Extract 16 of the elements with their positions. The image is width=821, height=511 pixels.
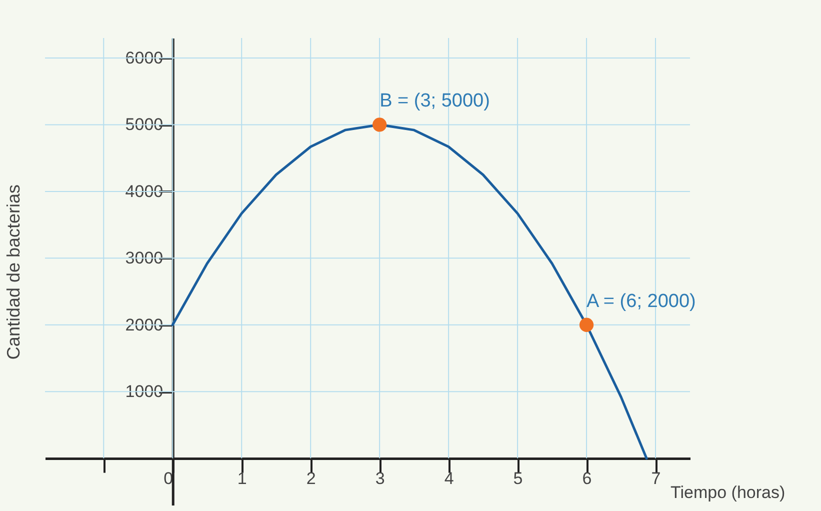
x-tick-label: 3 bbox=[375, 468, 385, 488]
x-tick-label: 1 bbox=[237, 468, 247, 488]
x-tick-label: 0 bbox=[164, 468, 174, 488]
y-tick-label: 2000 bbox=[125, 315, 164, 334]
y-tick-label: 5000 bbox=[125, 115, 164, 134]
x-tick-label: 6 bbox=[582, 468, 592, 488]
y-tick-label: 1000 bbox=[125, 382, 164, 402]
y-tick-label: 3000 bbox=[125, 248, 164, 268]
x-tick-label: 2 bbox=[306, 468, 316, 488]
x-tick-label: 7 bbox=[651, 468, 661, 488]
x-tick-label: 5 bbox=[513, 468, 523, 488]
x-axis-title: Tiempo (horas) bbox=[670, 482, 786, 502]
y-axis-title: Cantidad de bacterias bbox=[4, 184, 24, 360]
annotation: B = (3; 5000) bbox=[380, 90, 490, 112]
annotation: A = (6; 2000) bbox=[586, 290, 696, 312]
x-tick-label: 4 bbox=[444, 468, 454, 488]
